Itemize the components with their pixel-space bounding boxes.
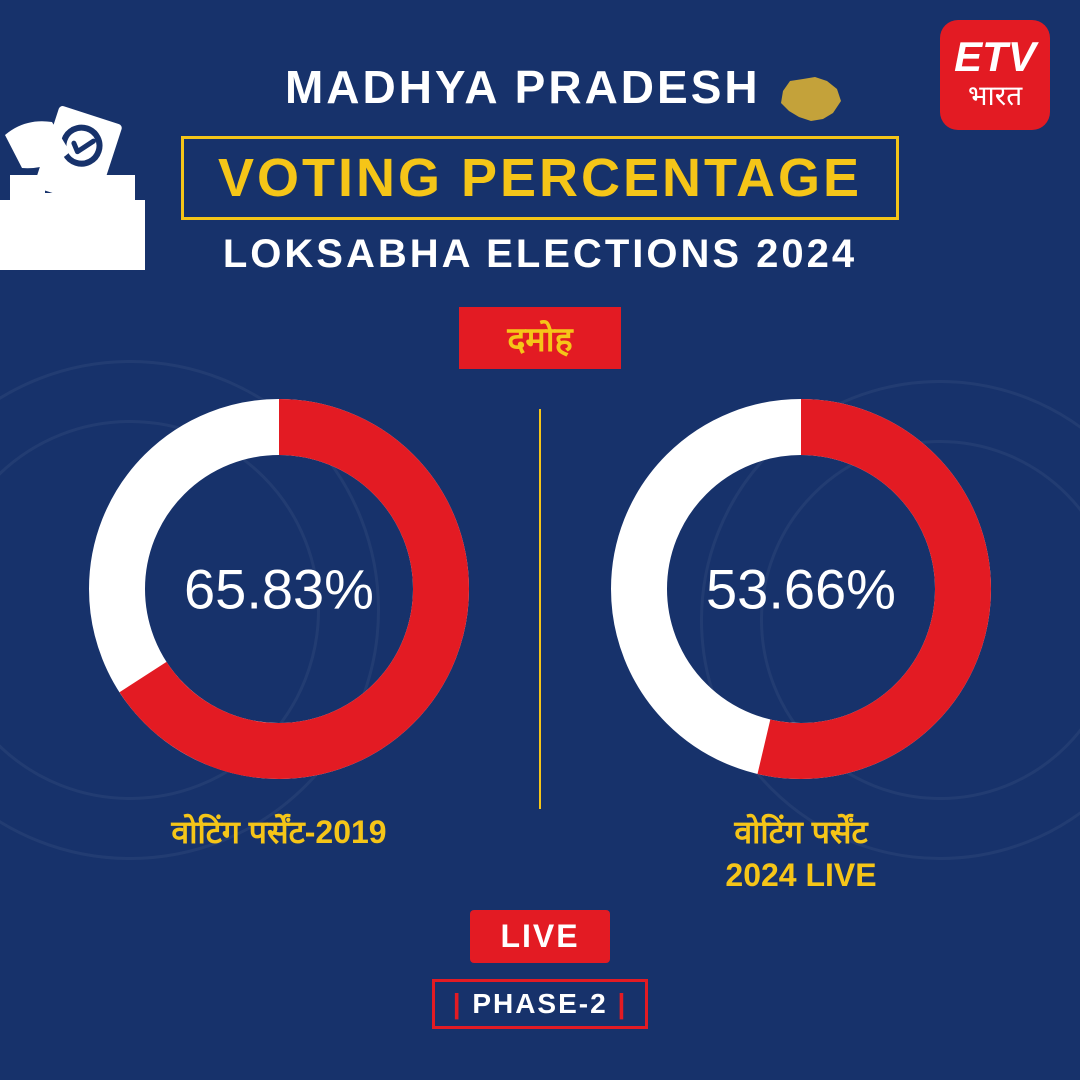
- logo-top: ETV: [954, 36, 1036, 78]
- percent-2024: 53.66%: [706, 557, 896, 622]
- live-badge: LIVE: [470, 910, 609, 963]
- label-2024: वोटिंग पर्सेंट 2024 LIVE: [571, 811, 1031, 897]
- ballot-box-icon: [0, 100, 180, 280]
- logo-bottom: भारत: [968, 76, 1022, 114]
- channel-logo: ETV भारत: [940, 20, 1050, 130]
- charts-row: 65.83% वोटिंग पर्सेंट-2019 53.66% वोटिंग…: [0, 399, 1080, 897]
- district-badge: दमोह: [459, 307, 620, 369]
- footer: LIVE | PHASE-2 |: [0, 910, 1080, 1029]
- state-name: MADHYA PRADESH: [285, 60, 761, 114]
- donut-2019: 65.83%: [89, 399, 469, 779]
- donut-2024: 53.66%: [611, 399, 991, 779]
- chart-2019: 65.83% वोटिंग पर्सेंट-2019: [49, 399, 509, 854]
- label-2019: वोटिंग पर्सेंट-2019: [49, 811, 509, 854]
- phase-badge: | PHASE-2 |: [432, 979, 649, 1029]
- infographic-container: ETV भारत MADHYA PRADESH VOTING PERCENTAG: [0, 0, 1080, 1080]
- chart-2024: 53.66% वोटिंग पर्सेंट 2024 LIVE: [571, 399, 1031, 897]
- voting-percentage-title: VOTING PERCENTAGE: [181, 136, 899, 220]
- percent-2019: 65.83%: [184, 557, 374, 622]
- chart-divider: [539, 409, 541, 809]
- state-map-icon: [775, 71, 845, 126]
